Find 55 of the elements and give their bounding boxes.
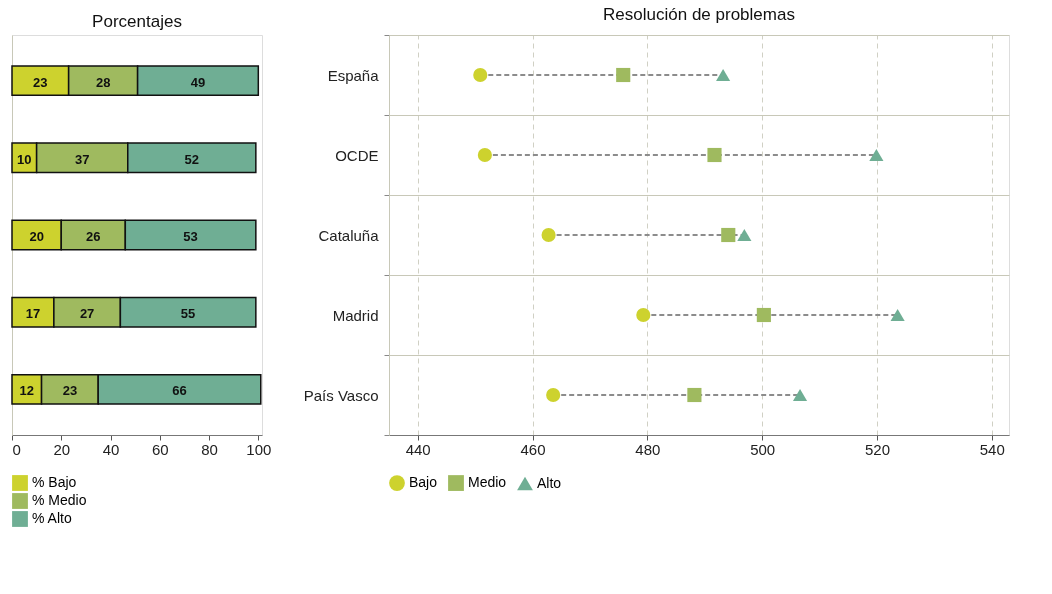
x-tick-label: 440 (405, 440, 431, 458)
legend-label: Medio (468, 474, 507, 491)
x-tick-label: 20 (53, 440, 71, 458)
data-label: 17 (25, 306, 41, 322)
x-tick-label: 460 (520, 440, 546, 458)
data-label: 20 (29, 229, 44, 244)
y-tick-label: España (327, 66, 380, 84)
data-label: 49 (190, 74, 206, 90)
x-tick-label: 480 (635, 440, 661, 458)
data-label: 10 (17, 151, 32, 167)
y-tick-label: Cataluña (318, 226, 380, 244)
x-tick-label: 80 (201, 440, 218, 458)
point (707, 147, 722, 163)
point (473, 67, 488, 83)
data-label: 55 (180, 306, 196, 322)
point (541, 227, 556, 243)
x-tick-label: 520 (864, 440, 890, 458)
data-label: 66 (172, 383, 187, 399)
y-tick-label: OCDE (335, 146, 379, 164)
x-tick-label: 40 (102, 440, 120, 458)
legend-label: Alto (537, 474, 562, 491)
y-tick-label: Madrid (332, 306, 379, 324)
point (687, 387, 702, 403)
legend-label: % Alto (32, 510, 72, 526)
legend-label: Bajo (409, 474, 438, 491)
data-label: 27 (79, 306, 95, 322)
data-label: 37 (74, 151, 90, 167)
data-label: 23 (62, 383, 78, 399)
point (869, 148, 884, 162)
point (546, 387, 561, 403)
x-tick-label: 60 (151, 440, 169, 458)
x-tick-label: 540 (979, 440, 1005, 458)
point (737, 228, 752, 242)
data-label: 12 (19, 383, 35, 399)
data-label: 26 (86, 229, 101, 244)
legend-label: % Bajo (32, 474, 77, 490)
point (890, 308, 905, 322)
point (616, 67, 631, 83)
data-label: 53 (183, 229, 198, 244)
x-tick-label: 0 (12, 440, 21, 458)
point (477, 147, 492, 163)
point (636, 307, 651, 323)
data-label: 23 (33, 74, 48, 90)
chart-title: Porcentajes (92, 12, 182, 31)
point (792, 388, 808, 402)
point (716, 68, 731, 82)
point (721, 227, 736, 243)
legend-label: % Medio (32, 492, 87, 508)
data-label: 52 (184, 151, 200, 167)
x-tick-label: 100 (246, 440, 272, 458)
y-tick-label: País Vasco (303, 386, 379, 404)
chart-title: Resolución de problemas (603, 5, 795, 24)
data-label: 28 (95, 74, 111, 90)
point (756, 307, 771, 323)
x-tick-label: 500 (750, 440, 776, 458)
